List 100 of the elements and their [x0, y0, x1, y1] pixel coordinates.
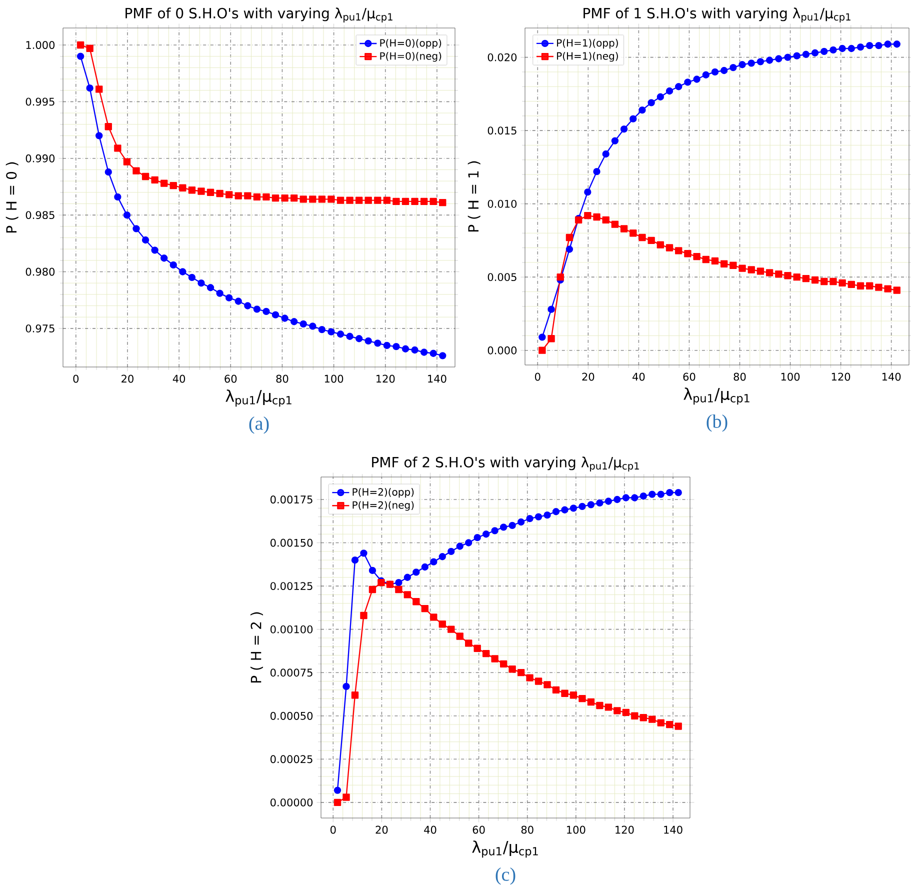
point — [830, 278, 837, 286]
point — [374, 196, 382, 204]
point — [364, 196, 372, 204]
point — [351, 692, 359, 699]
point — [856, 282, 864, 290]
point — [593, 213, 600, 221]
point — [448, 626, 455, 633]
point — [756, 58, 764, 66]
point — [693, 252, 700, 260]
point — [342, 682, 350, 690]
point — [748, 60, 755, 67]
point — [392, 343, 400, 350]
point — [309, 322, 316, 330]
point — [611, 220, 619, 228]
point — [602, 216, 610, 224]
point — [674, 488, 682, 496]
x-tick-label: 0 — [330, 826, 336, 834]
point — [491, 655, 498, 662]
y-axis-title: P ( H = 2 ) — [250, 612, 263, 683]
point — [198, 280, 205, 287]
point — [234, 298, 242, 305]
point — [216, 290, 224, 297]
point — [374, 340, 382, 347]
point — [730, 262, 737, 269]
point — [631, 712, 638, 720]
point — [132, 225, 140, 232]
point — [328, 328, 335, 336]
point — [517, 669, 525, 676]
x-tick-label: 40 — [632, 372, 645, 381]
x-tick-label: 0 — [73, 374, 79, 383]
point — [802, 50, 810, 58]
point — [395, 579, 402, 586]
point — [766, 269, 774, 276]
point — [866, 42, 874, 50]
point — [188, 274, 196, 282]
point — [544, 681, 551, 688]
text: (c) — [496, 868, 516, 885]
point — [360, 550, 368, 557]
point — [392, 198, 400, 206]
point — [368, 566, 376, 574]
point — [420, 348, 428, 356]
point — [383, 196, 391, 204]
point — [281, 194, 288, 202]
legend-label: P(H=1)(neg) — [557, 52, 618, 62]
point — [272, 194, 280, 202]
point — [142, 172, 150, 180]
point — [593, 168, 600, 176]
point — [552, 686, 560, 694]
point — [402, 198, 410, 206]
text: (a) — [249, 416, 269, 434]
point — [666, 488, 674, 496]
y-tick-label: 0.990 — [26, 154, 55, 162]
x-tick-label: 20 — [582, 372, 594, 381]
x-tick-label: 20 — [122, 374, 134, 383]
point — [482, 650, 490, 658]
point — [368, 586, 376, 594]
point — [395, 586, 402, 594]
point — [346, 332, 354, 340]
point — [253, 193, 261, 201]
point — [830, 46, 837, 54]
y-tick-label: 0.000 — [488, 346, 517, 354]
point — [500, 660, 508, 668]
y-tick-label: 1.000 — [26, 41, 55, 49]
point — [430, 614, 438, 621]
point — [702, 256, 710, 264]
point — [508, 666, 516, 673]
point — [544, 511, 551, 519]
point — [456, 632, 464, 640]
point — [438, 553, 446, 560]
x-tick-label: 80 — [521, 826, 534, 834]
point — [578, 694, 586, 702]
point — [784, 54, 792, 61]
x-tick-label: 40 — [424, 826, 436, 834]
point — [614, 496, 621, 504]
point — [711, 68, 719, 76]
legend-label: P(H=0)(opp) — [380, 38, 442, 49]
y-tick-label: 0.985 — [26, 211, 54, 220]
point — [355, 196, 363, 204]
point — [566, 234, 574, 242]
point — [775, 270, 782, 278]
point — [404, 574, 412, 581]
point — [290, 318, 298, 326]
point — [584, 212, 592, 220]
point — [622, 708, 630, 716]
point — [893, 40, 900, 48]
point — [811, 276, 819, 284]
point — [411, 198, 418, 206]
x-axis-title: λ$_{pu1}$/μ$_{cp1}$ — [684, 388, 750, 405]
point — [702, 71, 710, 78]
y-tick-label: 0.00000 — [270, 798, 313, 806]
point — [648, 236, 655, 244]
y-axis-title: P ( H = 0 ) — [6, 162, 18, 233]
point — [538, 334, 546, 341]
point — [802, 274, 810, 282]
point — [838, 44, 846, 52]
point — [587, 698, 595, 706]
point — [884, 40, 892, 48]
point — [188, 186, 196, 194]
y-tick-label: 0.975 — [26, 324, 54, 332]
point — [570, 692, 578, 699]
